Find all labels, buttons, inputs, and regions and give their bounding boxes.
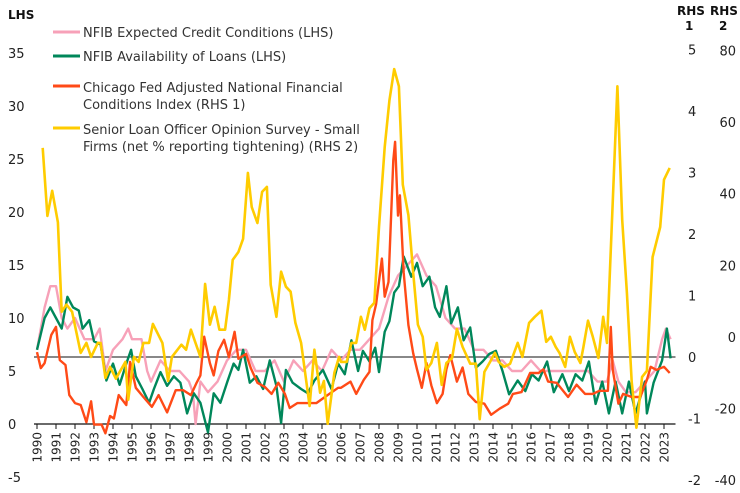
x-tick-label: 1991 — [50, 432, 64, 463]
x-tick-label: 2001 — [240, 432, 254, 463]
x-tick-label: 1993 — [88, 432, 102, 463]
lhs-tick-label: 35 — [8, 47, 25, 62]
x-axis-ticks: 1990 1991 1992 1993 1994 1995 1996 1997 1998 1999… — [31, 424, 672, 463]
x-tick-label: 1997 — [164, 432, 178, 463]
x-tick-label: 2004 — [297, 432, 311, 463]
rhs1-axis-title-line1: RHS — [677, 4, 705, 18]
rhs2-tick-label: 20 — [719, 259, 736, 274]
rhs1-tick-label: -1 — [688, 413, 701, 428]
rhs2-tick-label: 0 — [728, 331, 736, 346]
rhs1-tick-label: 2 — [688, 228, 696, 243]
x-tick-label: 2011 — [430, 432, 444, 463]
x-tick-label: 1995 — [126, 432, 140, 463]
x-tick-label: 1999 — [202, 432, 216, 463]
legend-label-nfci-line2: Conditions Index (RHS 1) — [83, 98, 245, 113]
series-chicago-fed-nfci — [35, 140, 671, 435]
legend-label-sloos-line1: Senior Loan Officer Opinion Survey - Sma… — [83, 123, 360, 138]
lhs-tick-label: 5 — [8, 365, 16, 380]
x-tick-label: 2000 — [221, 432, 235, 463]
rhs2-tick-label: -40 — [715, 474, 736, 489]
x-tick-label: 2007 — [354, 432, 368, 463]
x-tick-label: 2006 — [335, 432, 349, 463]
legend: NFIB Expected Credit Conditions (LHS) NF… — [53, 26, 360, 155]
rhs2-tick-label: 60 — [719, 116, 736, 131]
x-tick-label: 2010 — [411, 432, 425, 463]
x-tick-label: 1992 — [69, 432, 83, 463]
lhs-tick-labels: 35 30 25 20 15 10 5 0 -5 — [8, 47, 25, 486]
rhs2-axis-title-line1: RHS — [710, 4, 738, 18]
lhs-tick-label: -5 — [8, 471, 21, 486]
legend-label-sloos-line2: Firms (net % reporting tightening) (RHS … — [83, 140, 358, 155]
rhs1-tick-label: 4 — [688, 105, 696, 120]
x-tick-label: 1996 — [145, 432, 159, 463]
rhs1-tick-label: 3 — [688, 167, 696, 182]
x-tick-label: 2021 — [620, 432, 634, 463]
x-tick-label: 2002 — [259, 432, 273, 463]
rhs2-tick-label: -20 — [715, 402, 736, 417]
rhs2-tick-label: 80 — [719, 45, 736, 60]
x-tick-label: 2018 — [563, 432, 577, 463]
x-tick-label: 1994 — [107, 432, 121, 463]
lhs-tick-label: 30 — [8, 100, 25, 115]
x-tick-label: 2017 — [544, 432, 558, 463]
series-sloos-small-firms — [41, 67, 671, 429]
rhs1-tick-label: 0 — [688, 351, 696, 366]
lhs-tick-label: 10 — [8, 312, 25, 327]
x-tick-label: 2016 — [525, 432, 539, 463]
legend-label-nfib-availability: NFIB Availability of Loans (LHS) — [83, 50, 286, 65]
rhs2-tick-labels: 80 60 40 20 0 -20 -40 — [715, 45, 736, 490]
x-tick-label: 2003 — [278, 432, 292, 463]
x-tick-label: 1998 — [183, 432, 197, 463]
rhs1-tick-labels: 5 4 3 2 1 0 -1 -2 — [688, 44, 701, 490]
rhs2-tick-label: 40 — [719, 188, 736, 203]
rhs1-tick-label: -2 — [688, 474, 701, 489]
series-group — [35, 67, 672, 435]
x-tick-label: 2005 — [316, 432, 330, 463]
legend-label-nfci-line1: Chicago Fed Adjusted National Financial — [83, 81, 343, 96]
lhs-tick-label: 15 — [8, 259, 25, 274]
lhs-tick-label: 25 — [8, 153, 25, 168]
x-tick-label: 2014 — [487, 432, 501, 463]
x-tick-label: 2009 — [392, 432, 406, 463]
rhs1-tick-label: 5 — [688, 44, 696, 59]
x-tick-label: 2013 — [468, 432, 482, 463]
x-tick-label: 2020 — [601, 432, 615, 463]
x-tick-label: 2019 — [582, 432, 596, 463]
rhs1-axis-title-line2: 1 — [685, 19, 693, 33]
x-tick-label: 1990 — [31, 432, 45, 463]
rhs2-axis-title-line2: 2 — [719, 19, 727, 33]
series-nfib-availability-loans — [35, 255, 672, 434]
lhs-tick-label: 20 — [8, 206, 25, 221]
x-tick-label: 2008 — [373, 432, 387, 463]
x-tick-label: 2023 — [658, 432, 672, 463]
lhs-tick-label: 0 — [8, 418, 16, 433]
series-nfib-expected-credit — [35, 253, 672, 426]
x-tick-label: 2015 — [506, 432, 520, 463]
x-tick-label: 2022 — [639, 432, 653, 463]
legend-label-nfib-expected: NFIB Expected Credit Conditions (LHS) — [83, 26, 333, 41]
x-tick-label: 2012 — [449, 432, 463, 463]
rhs1-tick-label: 1 — [688, 290, 696, 305]
lhs-axis-title: LHS — [8, 8, 34, 22]
